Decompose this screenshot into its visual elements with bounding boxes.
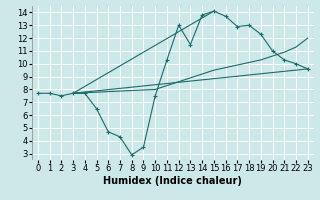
X-axis label: Humidex (Indice chaleur): Humidex (Indice chaleur) bbox=[103, 176, 242, 186]
